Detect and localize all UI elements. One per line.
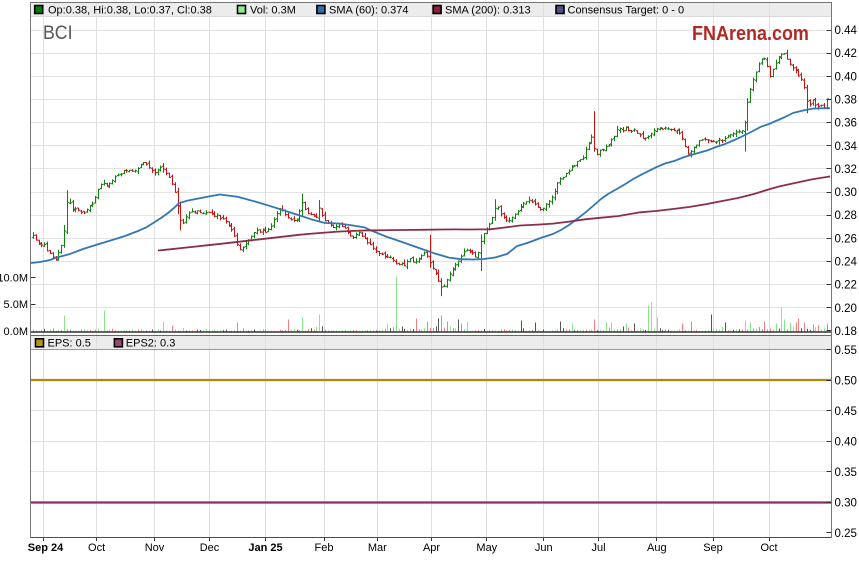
svg-text:Feb: Feb [315, 542, 334, 554]
svg-text:EPS: 0.5: EPS: 0.5 [48, 338, 91, 350]
svg-text:0.20: 0.20 [835, 303, 857, 315]
svg-text:5.0M: 5.0M [4, 299, 28, 311]
svg-text:Nov: Nov [145, 542, 165, 554]
svg-text:Dec: Dec [200, 542, 220, 554]
svg-text:Oct: Oct [88, 542, 105, 554]
svg-text:0.28: 0.28 [835, 210, 857, 222]
svg-text:0.22: 0.22 [835, 280, 857, 292]
svg-text:Op:0.38, Hi:0.38, Lo:0.37, Cl:: Op:0.38, Hi:0.38, Lo:0.37, Cl:0.38 [48, 4, 212, 16]
svg-text:EPS2: 0.3: EPS2: 0.3 [126, 338, 176, 350]
svg-text:0.36: 0.36 [835, 118, 857, 130]
svg-text:Oct: Oct [760, 542, 777, 554]
svg-text:0.34: 0.34 [835, 141, 858, 153]
svg-text:0.40: 0.40 [835, 71, 857, 83]
svg-text:0.30: 0.30 [835, 497, 857, 509]
svg-text:0.42: 0.42 [835, 48, 857, 60]
svg-text:BCI: BCI [43, 22, 73, 44]
svg-text:0.35: 0.35 [835, 467, 857, 479]
svg-text:0.18: 0.18 [835, 326, 857, 338]
svg-text:Sep: Sep [703, 542, 723, 554]
svg-text:0.30: 0.30 [835, 187, 857, 199]
svg-text:Mar: Mar [368, 542, 387, 554]
svg-text:May: May [476, 542, 497, 554]
svg-text:0.24: 0.24 [835, 257, 858, 269]
svg-text:Vol: 0.3M: Vol: 0.3M [250, 4, 296, 16]
svg-text:Jul: Jul [591, 542, 605, 554]
svg-text:SMA (60): 0.374: SMA (60): 0.374 [329, 4, 409, 16]
svg-text:Sep 24: Sep 24 [28, 542, 64, 554]
svg-text:0.25: 0.25 [835, 528, 857, 540]
svg-text:Consensus Target: 0 - 0: Consensus Target: 0 - 0 [568, 4, 685, 16]
svg-text:Apr: Apr [423, 542, 440, 554]
svg-text:0.44: 0.44 [835, 25, 858, 37]
svg-text:FNArena.com: FNArena.com [692, 23, 809, 45]
svg-text:Jan 25: Jan 25 [248, 542, 282, 554]
svg-text:Jun: Jun [535, 542, 553, 554]
svg-text:0.26: 0.26 [835, 233, 857, 245]
svg-text:0.40: 0.40 [835, 436, 857, 448]
svg-text:10.0M: 10.0M [0, 272, 28, 284]
svg-text:SMA (200): 0.313: SMA (200): 0.313 [445, 4, 531, 16]
svg-text:0.45: 0.45 [835, 406, 857, 418]
svg-text:Aug: Aug [647, 542, 667, 554]
svg-text:0.0M: 0.0M [4, 326, 28, 338]
svg-text:0.32: 0.32 [835, 164, 857, 176]
svg-text:0.50: 0.50 [835, 375, 857, 387]
svg-text:0.38: 0.38 [835, 94, 857, 106]
svg-text:0.55: 0.55 [835, 345, 857, 357]
